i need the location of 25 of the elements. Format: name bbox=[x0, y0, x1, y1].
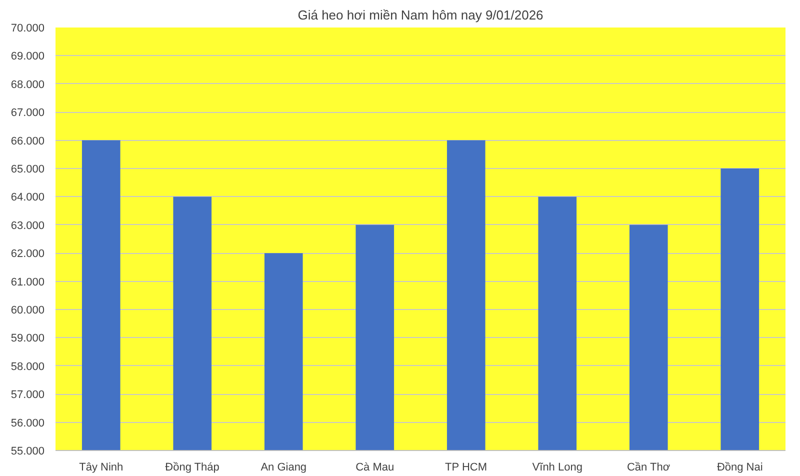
y-tick-label: 58.000 bbox=[10, 360, 45, 373]
y-tick-label: 55.000 bbox=[10, 446, 45, 458]
x-tick-label: An Giang bbox=[260, 462, 307, 474]
y-tick-label: 65.000 bbox=[10, 164, 45, 176]
y-tick-label: 66.000 bbox=[10, 135, 45, 148]
y-tick-label: 64.000 bbox=[10, 192, 45, 204]
y-tick-label: 60.000 bbox=[10, 304, 45, 316]
y-tick-label: 69.000 bbox=[10, 50, 45, 63]
y-tick-label: 62.000 bbox=[10, 248, 45, 260]
x-tick-label: Tây Ninh bbox=[79, 462, 124, 474]
y-tick-label: 68.000 bbox=[10, 78, 45, 91]
x-tick-label: Cần Thơ bbox=[626, 462, 670, 474]
y-tick-label: 56.000 bbox=[10, 417, 45, 430]
x-tick-label: Cà Mau bbox=[356, 462, 394, 474]
x-tick-label: Đồng Nai bbox=[716, 462, 763, 474]
y-tick-label: 57.000 bbox=[10, 389, 45, 402]
x-tick-label: Vĩnh Long bbox=[532, 462, 582, 474]
x-tick-label: Đồng Tháp bbox=[165, 462, 220, 474]
y-tick-label: 63.000 bbox=[10, 220, 45, 232]
x-tick-label: TP HCM bbox=[445, 462, 488, 474]
y-tick-label: 67.000 bbox=[10, 107, 45, 120]
y-tick-label: 70.000 bbox=[10, 22, 45, 34]
y-tick-label: 61.000 bbox=[10, 276, 45, 288]
chart-title: Giá heo hơi miền Nam hôm nay 9/01/2026 bbox=[298, 8, 544, 22]
y-tick-label: 59.000 bbox=[10, 332, 45, 345]
